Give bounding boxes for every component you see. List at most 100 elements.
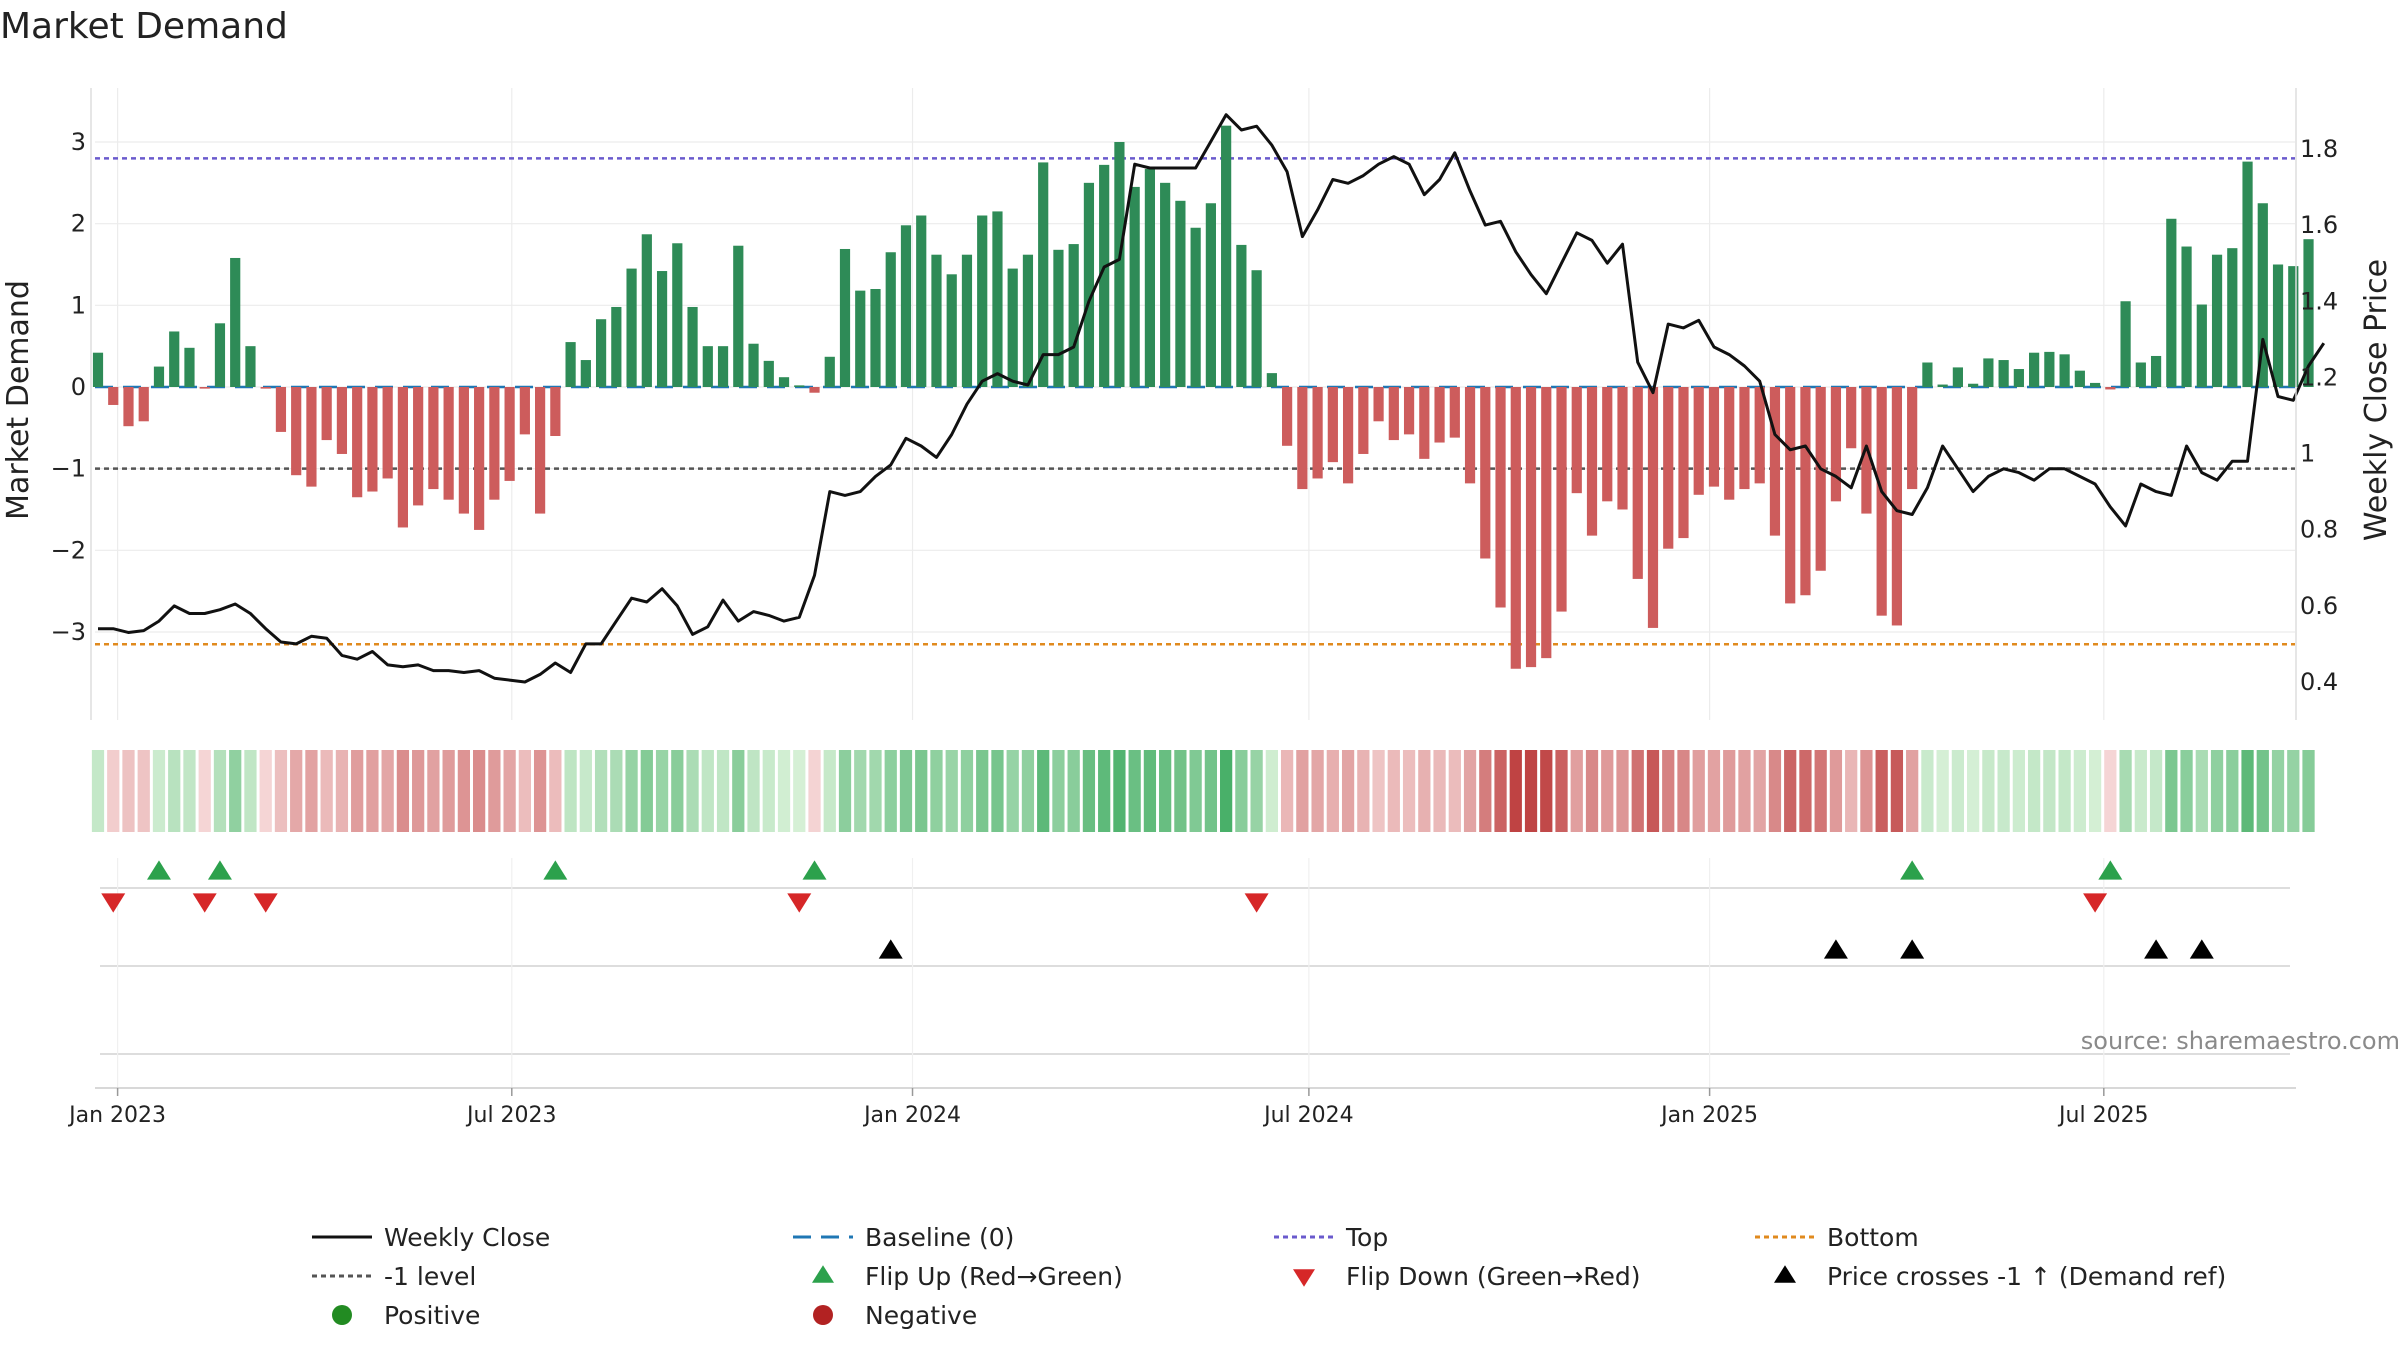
positive-demand-bar [733, 245, 744, 387]
heat-cell [290, 750, 303, 832]
legend-item: Top [1274, 1223, 1388, 1252]
heat-cell [1265, 750, 1278, 832]
positive-demand-bar [916, 215, 927, 387]
right-tick-label: 0.4 [2300, 668, 2338, 696]
positive-demand-bar [2135, 362, 2146, 387]
positive-demand-bar [656, 271, 668, 387]
positive-demand-bar [2242, 161, 2253, 387]
heat-cell [1204, 750, 1218, 832]
heat-cell [869, 750, 882, 832]
negative-demand-bar [1525, 387, 1537, 668]
legend-label: Negative [865, 1301, 977, 1330]
demand-bars [92, 125, 2314, 669]
heat-cell [838, 750, 852, 832]
heat-cell [1052, 750, 1065, 832]
negative-demand-bar [367, 387, 378, 492]
positive-demand-bar [1952, 367, 1963, 387]
positive-demand-bar [565, 342, 576, 387]
heat-cell [1570, 750, 1583, 832]
heat-cell [427, 750, 440, 832]
price-cross-marker [2189, 939, 2214, 959]
positive-demand-bar [946, 274, 957, 387]
positive-demand-bar [748, 343, 759, 387]
right-axis-label: Weekly Close Price [2359, 259, 2394, 541]
heat-cell [2088, 750, 2102, 832]
heat-cell [625, 750, 638, 832]
flip-down-marker [787, 893, 812, 913]
heat-cell [594, 750, 608, 832]
chart-title: Market Demand [0, 6, 288, 47]
negative-demand-bar [1769, 387, 1781, 536]
negative-demand-bar [397, 387, 408, 528]
negative-demand-bar [443, 387, 454, 500]
heat-cell [1296, 750, 1309, 832]
flip-up-marker [207, 860, 232, 880]
heat-cell [1540, 750, 1553, 832]
heat-cell [396, 750, 410, 832]
heat-cell [183, 750, 196, 832]
negative-demand-bar [428, 387, 439, 490]
heat-cell [473, 750, 486, 832]
positive-demand-bar [687, 306, 698, 387]
heat-cell [1037, 750, 1050, 832]
positive-demand-bar [1099, 164, 1110, 387]
heat-cell [808, 750, 821, 832]
heat-cell [1189, 750, 1202, 832]
heat-cell [930, 750, 943, 832]
positive-demand-bar [1236, 244, 1247, 387]
heat-cell [1799, 750, 1812, 832]
negative-demand-bar [1312, 387, 1323, 479]
flip-up-marker [802, 860, 827, 880]
heat-cell [701, 750, 714, 832]
heat-cell [1845, 750, 1858, 832]
heat-cell [610, 750, 623, 832]
positive-demand-bar [1175, 200, 1186, 387]
heat-cell [351, 750, 364, 832]
legend-item: Positive [332, 1301, 480, 1330]
legend-circle-icon [813, 1305, 833, 1325]
positive-demand-bar [1083, 182, 1095, 387]
heat-cell [1098, 750, 1111, 832]
heat-cell [2073, 750, 2086, 832]
positive-demand-bar [2211, 254, 2223, 387]
legend-item: -1 level [312, 1262, 476, 1291]
heat-cell [671, 750, 684, 832]
left-tick-label: −1 [51, 455, 86, 483]
positive-demand-bar [1160, 182, 1171, 387]
heat-cell [915, 750, 928, 832]
negative-demand-bar [458, 387, 469, 514]
flip-down-marker [253, 893, 278, 913]
heat-cell [2027, 750, 2041, 832]
heat-cell [2058, 750, 2071, 832]
heat-cell [1448, 750, 1461, 832]
heat-cell [305, 750, 318, 832]
heat-cell [229, 750, 242, 832]
positive-demand-bar [1114, 142, 1125, 387]
positive-demand-bar [92, 352, 104, 387]
heat-cell [991, 750, 1004, 832]
heat-cell [1113, 750, 1126, 832]
heat-cell [488, 750, 501, 832]
left-tick-label: −2 [51, 536, 86, 564]
heat-cell [1128, 750, 1141, 832]
heat-cell [2287, 750, 2300, 832]
heat-cell [1677, 750, 1690, 832]
heat-cell [1402, 750, 1416, 832]
flip-up-marker [1900, 860, 1925, 880]
heat-cell [1662, 750, 1675, 832]
positive-demand-bar [839, 248, 851, 387]
heat-cell [793, 750, 806, 832]
positive-demand-bar [1937, 384, 1948, 387]
negative-demand-bar [1327, 387, 1338, 463]
heat-cell [2256, 750, 2269, 832]
heat-cell [747, 750, 760, 832]
heat-cell [1738, 750, 1751, 832]
heat-cell [1524, 750, 1538, 832]
heat-cell [1631, 750, 1644, 832]
flip-down-marker [101, 893, 126, 913]
legend-label: Flip Down (Green→Red) [1346, 1262, 1641, 1291]
left-tick-label: 3 [71, 128, 86, 156]
positive-demand-bar [870, 289, 881, 387]
heat-cell [945, 750, 958, 832]
